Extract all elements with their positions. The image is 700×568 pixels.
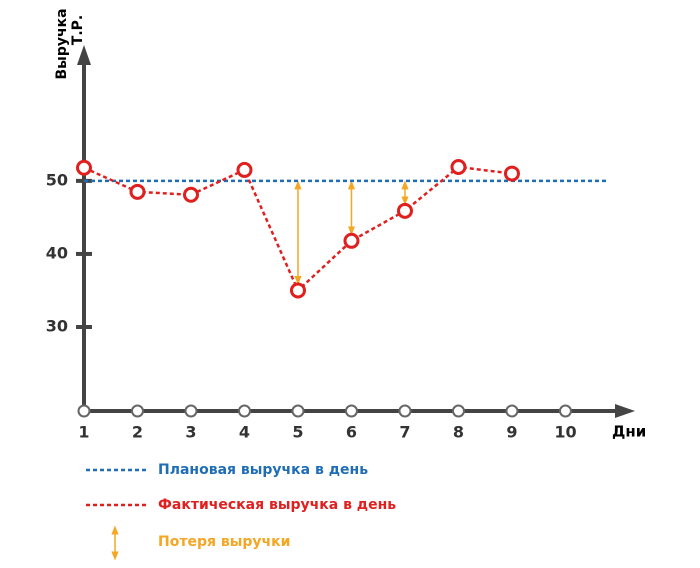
y-tick-label: 30 [46, 316, 68, 335]
point [129, 183, 146, 200]
point [450, 159, 467, 175]
x-tick [451, 404, 465, 418]
y-axis-label: Т.Р. [70, 15, 86, 45]
point [343, 232, 360, 249]
x-axis-arrow [615, 404, 635, 418]
x-tick [237, 404, 251, 418]
point [503, 165, 520, 182]
x-tick-label: 4 [239, 423, 250, 442]
x-tick [291, 404, 305, 418]
x-tick [505, 404, 519, 418]
legend-label: Потеря выручки [158, 534, 290, 550]
x-axis-label: Дни [612, 423, 646, 441]
y-tick-label: 50 [46, 170, 68, 189]
x-tick-label: 1 [78, 423, 89, 442]
y-axis-label: Выручка [54, 8, 70, 79]
x-tick-label: 2 [132, 423, 143, 442]
x-tick-label: 3 [185, 423, 196, 442]
x-tick-label: 9 [506, 423, 517, 442]
legend-label: Плановая выручка в день [158, 462, 368, 478]
x-tick [398, 404, 412, 418]
x-tick [130, 404, 144, 418]
x-tick-label: 10 [554, 423, 576, 442]
x-tick [184, 404, 198, 418]
point [396, 202, 413, 219]
y-tick-label: 40 [46, 243, 68, 262]
point [236, 161, 253, 178]
x-tick [344, 404, 358, 418]
x-tick [77, 404, 91, 418]
point [76, 159, 92, 176]
y-axis-arrow [77, 45, 91, 65]
point [182, 186, 199, 203]
x-tick-label: 6 [346, 423, 357, 442]
x-tick-label: 5 [292, 423, 303, 442]
x-tick-label: 8 [453, 423, 464, 442]
point [289, 282, 306, 299]
x-tick-label: 7 [399, 423, 410, 442]
x-tick [558, 404, 572, 418]
legend-label: Фактическая выручка в день [158, 497, 396, 513]
